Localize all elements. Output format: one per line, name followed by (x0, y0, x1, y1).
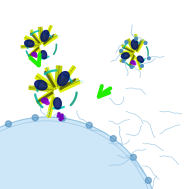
Ellipse shape (35, 80, 47, 90)
Ellipse shape (131, 61, 135, 64)
Circle shape (5, 121, 11, 127)
Circle shape (145, 177, 151, 183)
Circle shape (32, 115, 38, 121)
Circle shape (60, 115, 63, 118)
Circle shape (147, 57, 150, 60)
Circle shape (60, 118, 62, 121)
Circle shape (61, 114, 63, 116)
Ellipse shape (41, 30, 49, 41)
Ellipse shape (35, 55, 37, 57)
Ellipse shape (58, 72, 69, 86)
Circle shape (120, 50, 123, 52)
Circle shape (59, 118, 61, 120)
Circle shape (57, 115, 59, 117)
Circle shape (125, 40, 128, 43)
Circle shape (130, 154, 136, 160)
Circle shape (86, 122, 92, 128)
Circle shape (122, 60, 125, 62)
Ellipse shape (121, 53, 129, 59)
Ellipse shape (45, 101, 49, 105)
Ellipse shape (138, 56, 143, 62)
Circle shape (58, 114, 61, 117)
Circle shape (58, 112, 60, 115)
Ellipse shape (131, 40, 138, 49)
Circle shape (60, 115, 66, 121)
Ellipse shape (25, 40, 34, 47)
Circle shape (140, 64, 143, 67)
Ellipse shape (42, 98, 48, 103)
Circle shape (130, 66, 133, 68)
Ellipse shape (54, 98, 61, 109)
Circle shape (135, 37, 138, 40)
Ellipse shape (133, 63, 136, 65)
Ellipse shape (41, 51, 47, 59)
Circle shape (62, 117, 64, 119)
Ellipse shape (32, 52, 36, 56)
Circle shape (144, 42, 147, 44)
Circle shape (110, 136, 116, 142)
